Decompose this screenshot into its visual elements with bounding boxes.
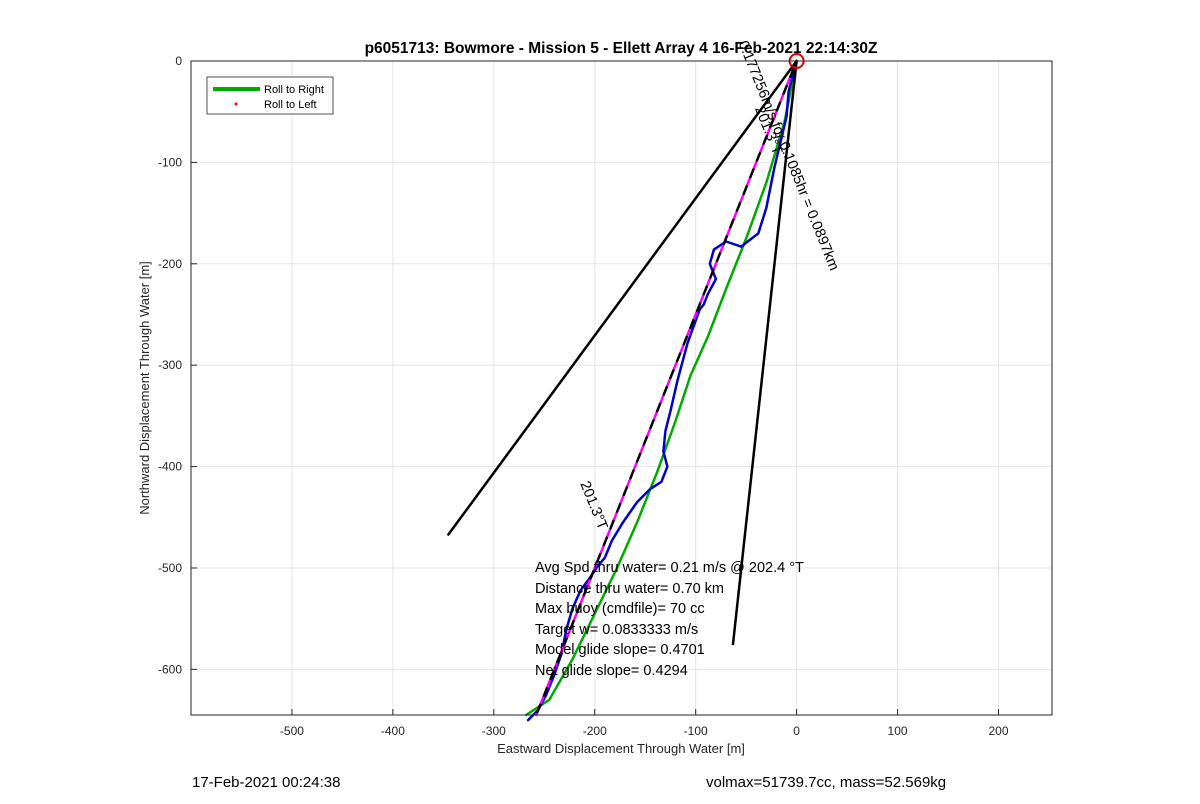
- footer-volmax-mass: volmax=51739.7cc, mass=52.569kg: [706, 774, 946, 791]
- legend-label-roll-right: Roll to Right: [264, 84, 324, 96]
- plot-frame: [190, 60, 1053, 716]
- chart-title: p6051713: Bowmore - Mission 5 - Ellett A…: [365, 40, 878, 57]
- footer-timestamp: 17-Feb-2021 00:24:38: [192, 774, 340, 791]
- series-line-5: [731, 59, 798, 646]
- y-tick-label: -300: [158, 358, 182, 372]
- legend-swatch-roll-left: [234, 102, 238, 106]
- x-tick-label: -100: [684, 724, 708, 738]
- legend-box: [206, 76, 334, 115]
- y-tick-label: -500: [158, 561, 182, 575]
- y-axis-label: Northward Displacement Through Water [m]: [137, 261, 152, 515]
- x-tick-label: -300: [482, 724, 506, 738]
- y-tick-label: -600: [158, 662, 182, 676]
- annotation-model-glide: Model glide slope= 0.4701: [535, 642, 705, 658]
- plot-area: [191, 61, 1052, 715]
- y-tick-label: -100: [158, 155, 182, 169]
- annotation-distance: Distance thru water= 0.70 km: [535, 581, 724, 597]
- series-line-4: [447, 59, 798, 536]
- x-axis-label: Eastward Displacement Through Water [m]: [497, 741, 745, 756]
- x-tick-label: 100: [888, 724, 908, 738]
- annotation-avg-speed: Avg Spd thru water= 0.21 m/s @ 202.4 °T: [535, 560, 804, 576]
- x-tick-label: -400: [381, 724, 405, 738]
- x-tick-label: -500: [280, 724, 304, 738]
- annotation-max-buoy: Max buoy (cmdfile)= 70 cc: [535, 601, 705, 617]
- stats-annotation: Avg Spd thru water= 0.21 m/s @ 202.4 °T …: [535, 560, 804, 679]
- x-tick-label: 0: [793, 724, 800, 738]
- x-tick-label: -200: [583, 724, 607, 738]
- legend-label-roll-left: Roll to Left: [264, 99, 317, 111]
- y-tick-label: -200: [158, 257, 182, 271]
- annotation-target-w: Target w= 0.0833333 m/s: [535, 622, 698, 638]
- y-tick-label: 0: [175, 54, 182, 68]
- legend: Roll to Right Roll to Left: [206, 76, 334, 115]
- series-group: [447, 53, 805, 722]
- x-tick-label: 200: [988, 724, 1008, 738]
- y-tick-label: -400: [158, 460, 182, 474]
- series-line-3: [534, 59, 798, 717]
- annotation-net-glide: Net glide slope= 0.4294: [535, 663, 688, 679]
- series-line-0: [524, 59, 798, 717]
- series-line-1: [526, 59, 798, 722]
- tick-group: -500 -400 -300 -200 -100 0 100 200 0 -100 -200 -300…: [158, 54, 1009, 738]
